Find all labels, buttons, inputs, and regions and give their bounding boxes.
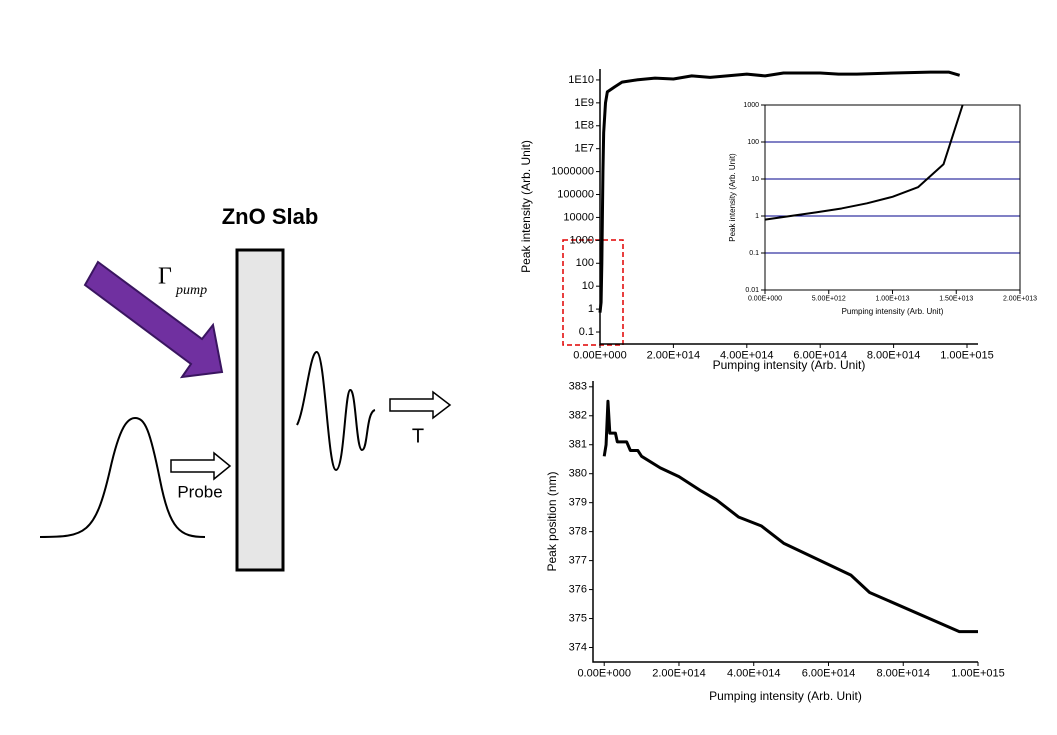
- pump-subscript: pump: [175, 283, 207, 298]
- y-tick-label: 100000: [557, 188, 594, 200]
- x-tick-label: 1.00E+015: [940, 350, 994, 362]
- output-arrow: [389, 390, 452, 420]
- y-axis-label: Peak position (nm): [545, 471, 559, 571]
- y-tick-label: 1E10: [568, 74, 594, 86]
- x-tick-label: 2.00E+013: [1003, 296, 1037, 303]
- x-tick-label: 6.00E+014: [802, 668, 856, 680]
- y-tick-label: 1: [755, 213, 759, 220]
- probe-arrow: [170, 451, 232, 481]
- y-tick-label: 378: [569, 526, 587, 538]
- zoom-region: [562, 239, 624, 346]
- x-tick-label: 0.00E+000: [573, 350, 627, 362]
- x-tick-label: 8.00E+014: [867, 350, 921, 362]
- y-tick-label: 100: [747, 139, 759, 146]
- x-tick-label: 4.00E+014: [727, 668, 781, 680]
- axes: [599, 69, 978, 345]
- x-tick-label: 1.00E+015: [951, 668, 1005, 680]
- y-tick-label: 0.01: [745, 287, 759, 294]
- y-tick-label: 100: [576, 257, 594, 269]
- output-label: T: [412, 425, 424, 447]
- y-tick-label: 374: [569, 641, 587, 653]
- x-axis-label: Pumping intensity (Arb. Unit): [713, 358, 866, 372]
- x-tick-label: 0.00E+000: [577, 668, 631, 680]
- pump-label: Γ: [158, 264, 172, 290]
- y-tick-label: 1: [588, 303, 594, 315]
- y-tick-label: 1E9: [574, 97, 594, 109]
- output-wave: [296, 350, 376, 472]
- y-tick-label: 10000: [563, 211, 594, 223]
- plot-frame: [764, 104, 1021, 291]
- x-tick-label: 8.00E+014: [876, 668, 930, 680]
- y-tick-label: 377: [569, 555, 587, 567]
- x-tick-label: 4.00E+014: [720, 350, 774, 362]
- y-tick-label: 1E8: [574, 120, 594, 132]
- x-tick-label: 0.00E+000: [748, 296, 782, 303]
- y-tick-label: 0.1: [749, 250, 759, 257]
- slab-title: ZnO Slab: [222, 204, 319, 229]
- y-tick-label: 1E7: [574, 143, 594, 155]
- data-line: [602, 399, 978, 634]
- data-line: [598, 70, 961, 313]
- y-tick-label: 381: [569, 439, 587, 451]
- y-tick-label: 1000: [570, 234, 594, 246]
- y-tick-label: 383: [569, 381, 587, 393]
- data-line: [764, 104, 964, 221]
- probe-pulse: [39, 416, 206, 538]
- x-tick-label: 2.00E+014: [647, 350, 701, 362]
- y-tick-label: 10: [751, 176, 759, 183]
- y-tick-label: 1000: [743, 102, 759, 109]
- y-tick-label: 10: [582, 280, 594, 292]
- y-axis-label: Peak intensity (Arb. Unit): [728, 153, 737, 242]
- probe-label: Probe: [177, 482, 222, 501]
- x-tick-label: 6.00E+014: [793, 350, 847, 362]
- x-tick-label: 1.50E+013: [939, 296, 973, 303]
- y-axis-label: Peak intensity (Arb. Unit): [519, 140, 533, 273]
- y-tick-label: 380: [569, 468, 587, 480]
- x-axis-label: Pumping intensity (Arb. Unit): [842, 307, 944, 316]
- y-tick-label: 375: [569, 612, 587, 624]
- axes: [592, 381, 978, 663]
- y-tick-label: 379: [569, 497, 587, 509]
- y-tick-label: 1000000: [551, 166, 594, 178]
- y-tick-label: 376: [569, 583, 587, 595]
- y-tick-label: 382: [569, 410, 587, 422]
- x-tick-label: 2.00E+014: [652, 668, 706, 680]
- y-tick-label: 0.1: [579, 326, 594, 338]
- x-tick-label: 1.00E+013: [875, 296, 909, 303]
- x-axis-label: Pumping intensity (Arb. Unit): [709, 689, 862, 703]
- pump-arrow: [83, 260, 224, 379]
- x-tick-label: 5.00E+012: [812, 296, 846, 303]
- slab: [235, 248, 285, 572]
